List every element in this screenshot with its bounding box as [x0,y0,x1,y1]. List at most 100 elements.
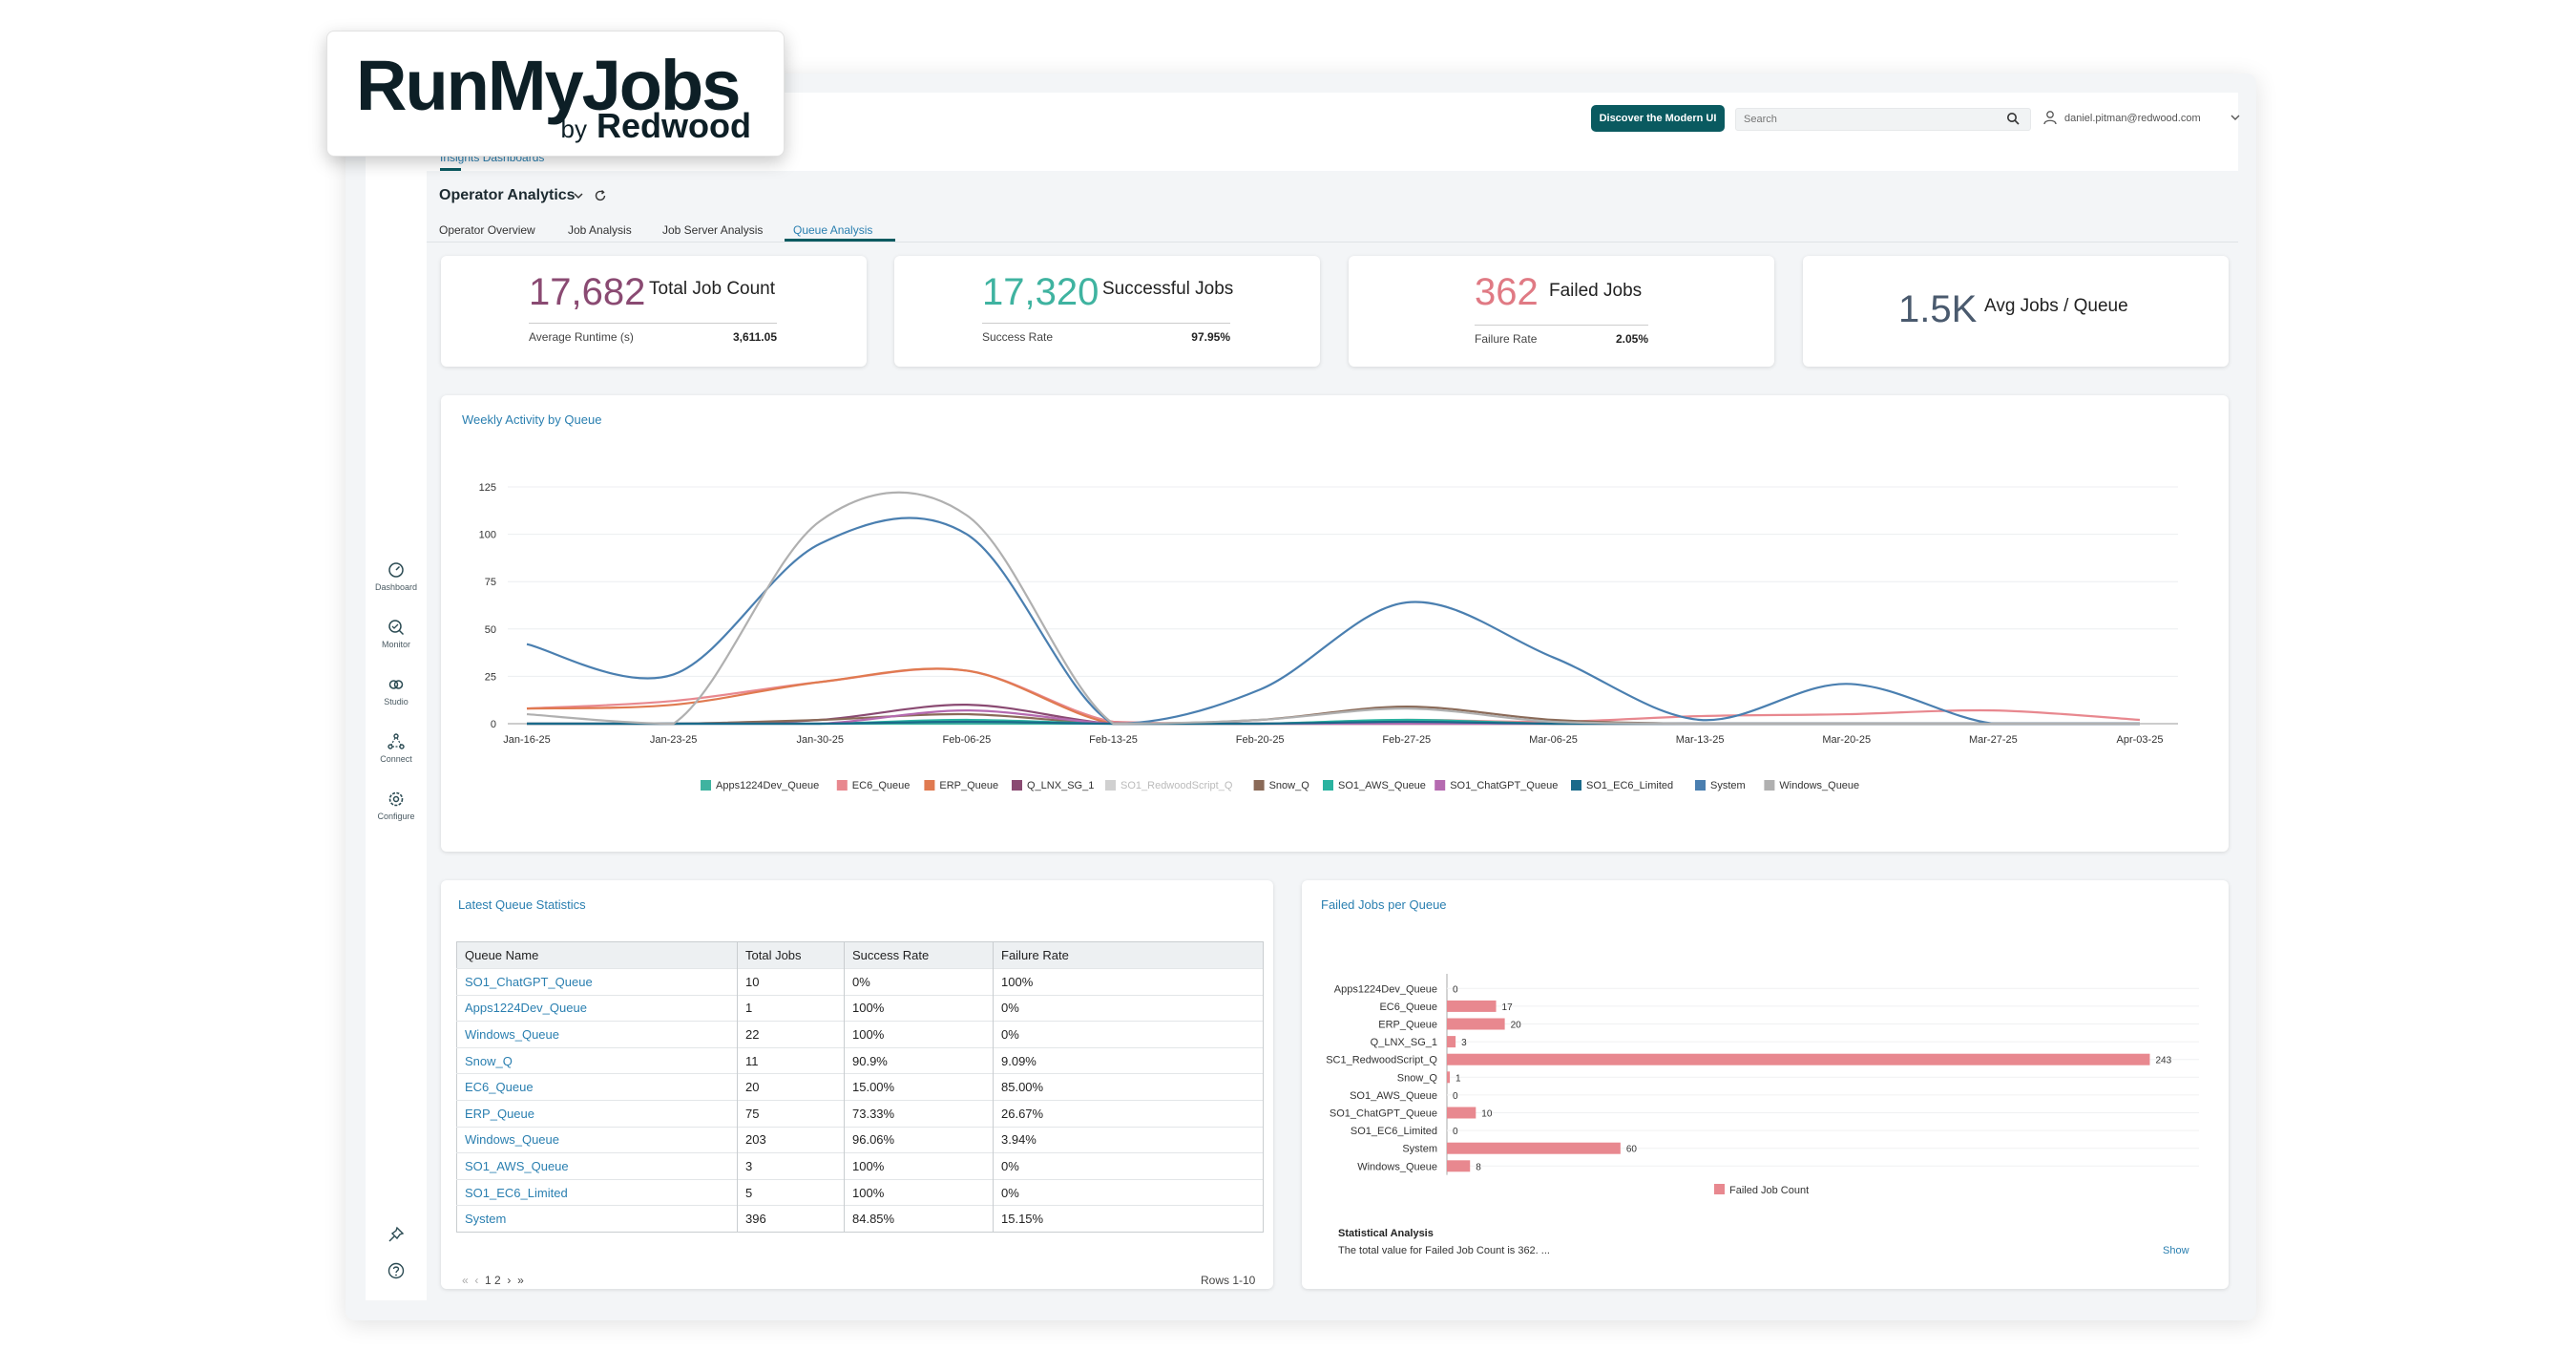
legend-label[interactable]: SO1_EC6_Limited [1586,780,1673,791]
legend-swatch[interactable] [1714,1184,1725,1194]
refresh-icon[interactable] [594,189,607,202]
legend-label[interactable]: System [1710,780,1746,791]
legend-swatch[interactable] [1012,780,1022,791]
table-cell: 100% [844,1021,994,1048]
legend-swatch[interactable] [1323,780,1333,791]
table-cell: 96.06% [844,1126,994,1153]
chart-title: Failed Jobs per Queue [1321,897,1447,912]
legend-swatch[interactable] [1435,780,1446,791]
table-cell: 396 [737,1205,845,1233]
sidebar-item-studio[interactable]: Studio [366,676,427,707]
kpi-value: 362 [1475,271,1539,313]
next-page-button[interactable]: › [507,1274,512,1287]
show-button[interactable]: Show [2163,1245,2189,1256]
queue-name-link[interactable]: EC6_Queue [456,1073,738,1101]
series-line[interactable] [526,491,2140,726]
legend-label[interactable]: EC6_Queue [852,780,911,791]
last-page-button[interactable]: » [517,1274,524,1287]
legend-swatch[interactable] [836,780,848,791]
legend-label[interactable]: Windows_Queue [1779,780,1859,791]
table-row[interactable]: Apps1224Dev_Queue 1 100% 0% [456,994,1264,1022]
search-input[interactable] [1735,108,2031,131]
prev-page-button[interactable]: ‹ [474,1274,479,1287]
table-row[interactable]: System 396 84.85% 15.15% [456,1205,1264,1233]
queue-name-link[interactable]: SO1_AWS_Queue [456,1152,738,1180]
legend-label[interactable]: Snow_Q [1269,780,1310,791]
queue-name-link[interactable]: Apps1224Dev_Queue [456,994,738,1022]
table-row[interactable]: SO1_EC6_Limited 5 100% 0% [456,1178,1264,1206]
table-cell: 100% [844,1178,994,1206]
table-row[interactable]: EC6_Queue 20 15.00% 85.00% [456,1073,1264,1101]
user-email[interactable]: daniel.pitman@redwood.com [2064,113,2201,124]
table-row[interactable]: SO1_ChatGPT_Queue 10 0% 100% [456,968,1264,996]
sidebar-item-dashboard[interactable]: Dashboard [366,561,427,592]
tab-operator-overview[interactable]: Operator Overview [439,223,535,237]
pagination: « ‹ 1 2 › » [462,1274,524,1287]
series-line[interactable] [526,667,2141,726]
series-line[interactable] [526,517,2140,726]
bar[interactable] [1447,1053,2150,1065]
queue-name-link[interactable]: Snow_Q [456,1046,738,1074]
chevron-down-icon[interactable] [573,191,584,200]
first-page-button[interactable]: « [462,1274,469,1287]
tab-job-server-analysis[interactable]: Job Server Analysis [662,223,764,237]
queue-name-link[interactable]: Windows_Queue [456,1126,738,1153]
table-row[interactable]: Windows_Queue 22 100% 0% [456,1021,1264,1048]
discover-modern-ui-button[interactable]: Discover the Modern UI [1591,105,1725,132]
bar[interactable] [1447,1142,1621,1154]
legend-swatch[interactable] [1105,780,1116,791]
sidebar-item-connect[interactable]: Connect [366,733,427,764]
user-icon[interactable] [2042,110,2058,125]
pin-button[interactable] [366,1226,427,1247]
queue-name-link[interactable]: SO1_ChatGPT_Queue [456,968,738,996]
legend-label[interactable]: ERP_Queue [939,780,998,791]
bar[interactable] [1447,1000,1497,1012]
help-button[interactable] [366,1262,427,1283]
table-cell: 90.9% [844,1046,994,1074]
bar[interactable] [1447,1036,1456,1048]
legend-swatch[interactable] [1253,780,1265,791]
column-header-success-rate[interactable]: Success Rate [844,941,994,969]
legend-swatch[interactable] [1695,780,1706,791]
tab-queue-analysis[interactable]: Queue Analysis [793,223,873,237]
table-cell: 100% [844,1152,994,1180]
table-row[interactable]: Snow_Q 11 90.9% 9.09% [456,1046,1264,1074]
sidebar-item-configure[interactable]: Configure [366,791,427,821]
column-header-failure-rate[interactable]: Failure Rate [993,941,1264,969]
chevron-down-icon[interactable] [2230,114,2240,121]
queue-name-link[interactable]: System [456,1205,738,1233]
legend-label[interactable]: Q_LNX_SG_1 [1027,780,1094,791]
column-header-queue-name[interactable]: Queue Name [456,941,738,969]
page-numbers[interactable]: 1 2 [485,1274,501,1287]
table-cell: 3.94% [993,1126,1264,1153]
page-title[interactable]: Operator Analytics [439,187,576,203]
queue-name-link[interactable]: ERP_Queue [456,1099,738,1128]
table-row[interactable]: ERP_Queue 75 73.33% 26.67% [456,1099,1264,1128]
bar[interactable] [1447,1160,1471,1172]
bar[interactable] [1447,1018,1505,1030]
logo-by: by [560,115,587,143]
legend-label[interactable]: Failed Job Count [1729,1185,1809,1196]
table-row[interactable]: Windows_Queue 203 96.06% 3.94% [456,1126,1264,1153]
legend-label[interactable]: Apps1224Dev_Queue [716,780,819,791]
legend-label[interactable]: SO1_RedwoodScript_Q [1120,780,1233,791]
legend-swatch[interactable] [1764,780,1775,791]
legend-swatch[interactable] [701,780,711,791]
queue-name-link[interactable]: SO1_EC6_Limited [456,1178,738,1206]
table-cell: 0% [993,1152,1264,1180]
tab-job-analysis[interactable]: Job Analysis [568,223,632,237]
bar[interactable] [1447,1071,1451,1084]
table-row[interactable]: SO1_AWS_Queue 3 100% 0% [456,1152,1264,1180]
column-header-total-jobs[interactable]: Total Jobs [737,941,845,969]
sidebar-item-monitor[interactable]: Monitor [366,619,427,649]
table-cell: 100% [844,994,994,1022]
queue-name-link[interactable]: Windows_Queue [456,1021,738,1048]
legend-swatch[interactable] [924,780,935,791]
search-icon[interactable] [2006,112,2020,125]
legend-label[interactable]: SO1_ChatGPT_Queue [1450,780,1558,791]
monitor-icon [388,620,405,636]
legend-label[interactable]: SO1_AWS_Queue [1338,780,1426,791]
series-line[interactable] [526,667,2140,726]
legend-swatch[interactable] [1571,780,1581,791]
bar[interactable] [1447,1107,1476,1119]
